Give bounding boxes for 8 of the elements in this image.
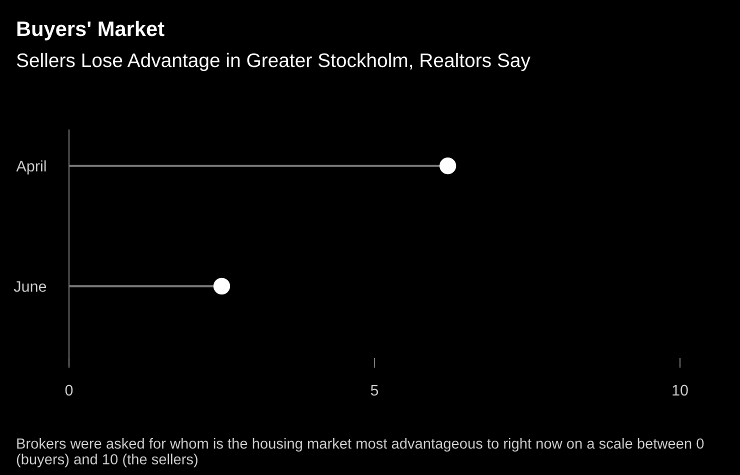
y-tick-label: June <box>14 281 46 292</box>
x-tick-label: 10 <box>672 384 688 396</box>
x-tick-label: 5 <box>370 384 378 396</box>
chart-title: Buyers' Market <box>17 20 164 40</box>
chart-subtitle: Sellers Lose Advantage in Greater Stockholm, Realtors Say <box>16 52 530 72</box>
x-tick-label: 0 <box>65 384 73 396</box>
y-tick-label: April <box>16 160 46 175</box>
text: Brokers were asked for whom is the housing market most advantageous to right now on a scale between 0 (buyers) and 10 (the sellers) <box>16 438 704 468</box>
